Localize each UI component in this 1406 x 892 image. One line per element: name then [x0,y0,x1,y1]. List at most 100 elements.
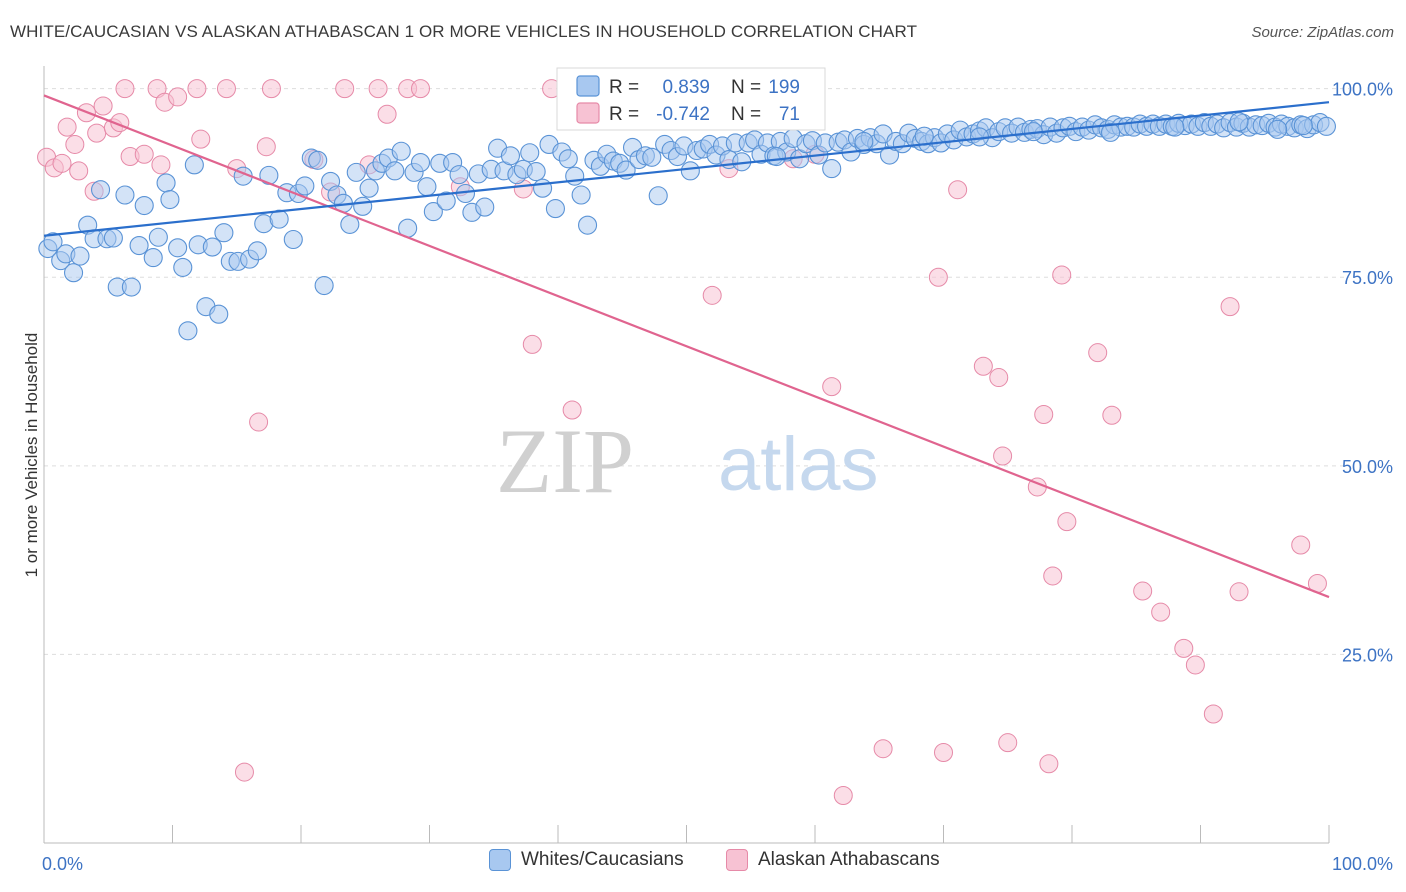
legend-n-value-2: 71 [779,104,800,125]
athabascan-point-51 [993,446,1013,466]
source-label: Source: ZipAtlas.com [1251,24,1394,41]
white-point-100 [680,161,700,181]
white-point-206 [1165,117,1185,137]
white-point-59 [417,177,437,197]
tick-labels: 25.0% 50.0% 75.0% 100.0% 0.0% 100.0% [42,80,1393,874]
white-point-42 [308,150,328,170]
athabascan-point-57 [1052,265,1072,285]
athabascan-point-43 [822,377,842,397]
athabascan-point-64 [1185,655,1205,675]
athabascan-point-8 [87,123,107,143]
athabascan-point-26 [261,79,281,99]
white-point-68 [475,197,495,217]
x-tick-label-min: 0.0% [42,854,83,874]
white-point-38 [283,229,303,250]
y-tick-label-1: 50.0% [1342,457,1393,477]
athabascan-point-54 [1034,405,1054,425]
white-point-77 [533,178,553,198]
legend-swatch-blue [576,75,600,97]
athabascan-point-34 [411,79,431,99]
athabascan-point-23 [234,762,254,782]
white-point-18 [156,173,176,193]
athabascan-point-14 [134,144,154,164]
legend-swatch-athabascans [726,849,748,871]
white-point-4 [64,263,84,283]
athabascan-point-32 [377,104,397,124]
white-point-55 [391,141,411,161]
white-point-21 [173,257,193,277]
white-point-81 [558,149,578,169]
white-point-48 [346,162,366,182]
y-axis-label: 1 or more Vehicles in Household [22,333,41,578]
athabascan-point-66 [1220,297,1240,317]
athabascan-point-50 [989,368,1009,388]
white-point-50 [359,178,379,198]
athabascan-point-19 [187,79,207,99]
athabascan-point-67 [1229,582,1249,602]
white-point-84 [578,215,598,235]
white-point-208 [1268,119,1288,139]
white-point-12 [115,185,135,205]
white-point-199 [1316,116,1336,136]
white-point-207 [1229,112,1249,132]
white-point-14 [129,235,149,256]
legend-n-label-1: N = [731,77,761,98]
athabascan-point-3 [57,117,77,137]
legend-r-label-2: R = [609,104,639,125]
legend-label-athabascans: Alaskan Athabascans [758,849,940,870]
y-tick-label-3: 100.0% [1332,80,1393,100]
white-point-83 [571,185,591,205]
athabascan-point-48 [948,180,968,200]
watermark-zip: ZIP [496,410,634,512]
white-point-82 [565,166,585,186]
athabascan-point-40 [702,285,722,305]
athabascan-point-39 [562,400,582,420]
legend-item-whites: Whites/Caucasians [489,849,684,871]
white-point-20 [168,238,188,258]
athabascan-point-16 [151,155,171,175]
athabascan-point-21 [216,79,236,99]
white-point-8 [90,180,111,200]
legend-label-whites: Whites/Caucasians [521,849,684,870]
white-point-26 [202,237,222,257]
athabascan-point-63 [1174,638,1194,658]
white-point-15 [134,196,154,216]
white-point-10 [103,228,123,248]
white-point-75 [520,143,540,163]
white-point-79 [545,199,565,219]
athabascan-point-58 [1057,512,1077,532]
white-point-64 [449,165,469,185]
white-point-60 [423,202,443,222]
white-point-27 [209,304,229,324]
legend-n-label-2: N = [731,104,761,125]
white-point-62 [436,191,456,211]
white-point-36 [269,209,289,229]
athabascan-point-49 [973,356,993,376]
athabascan-point-56 [1043,566,1063,586]
white-point-17 [148,227,168,247]
white-point-201 [854,131,874,151]
athabascan-points [37,79,1327,805]
chart-title: WHITE/CAUCASIAN VS ALASKAN ATHABASCAN 1 … [10,22,918,41]
athabascan-point-45 [873,739,893,759]
white-point-202 [914,126,934,146]
athabascan-point-37 [522,334,542,354]
white-point-94 [642,147,662,167]
athabascan-point-20 [191,129,211,149]
athabascan-point-47 [934,742,953,762]
gridlines [44,88,1349,655]
white-point-122 [822,159,842,179]
athabascan-point-9 [93,96,113,116]
athabascan-point-61 [1133,581,1153,601]
athabascan-point-65 [1203,704,1223,724]
axes [43,66,1330,844]
white-points [38,112,1336,341]
white-point-16 [143,248,163,268]
white-point-54 [385,161,405,181]
athabascan-point-55 [1039,754,1059,774]
legend-item-athabascans: Alaskan Athabascans [726,849,940,871]
white-point-33 [247,241,267,261]
watermark-atlas: atlas [718,422,879,507]
white-point-40 [295,176,315,196]
